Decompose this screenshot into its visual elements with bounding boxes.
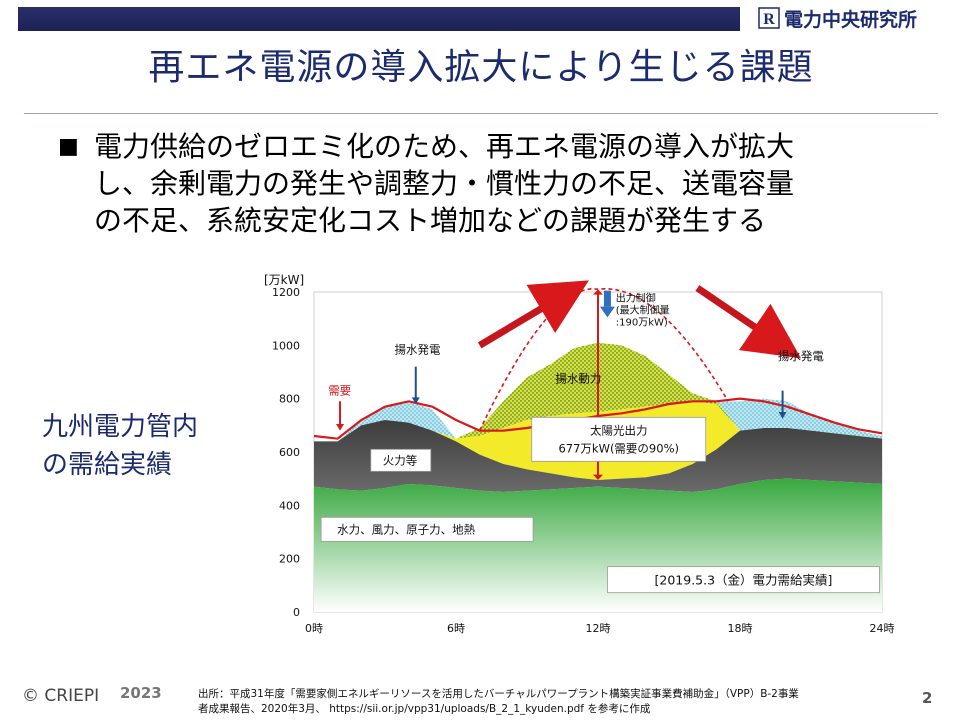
- base-label-box: [320, 516, 534, 542]
- y-tick-label: 400: [279, 499, 300, 512]
- copyright: © CRIEPI: [22, 686, 100, 706]
- rise-arrow-icon: [477, 280, 589, 349]
- area-pumped-generation: [314, 342, 882, 442]
- solar-label: 太陽光出力: [590, 423, 648, 437]
- source-line: 者成果報告、2020年3月、 https://sii.or.jp/vpp31/u…: [198, 703, 651, 715]
- chart-side-label: 九州電力管内 の需給実績: [42, 408, 262, 484]
- pumped-gen-label-left: 揚水発電: [394, 342, 440, 356]
- bullet-text: 電力供給のゼロエミ化のため、再エネ電源の導入が拡大 し、余剰電力の発生や調整力・…: [94, 128, 914, 239]
- thermal-label-box: [370, 448, 432, 472]
- curtail-label: (最大制御量: [616, 303, 670, 316]
- date-label: [2019.5.3（金）電力需給実績]: [655, 573, 833, 588]
- y-tick-label: 200: [279, 553, 300, 566]
- bullet-line: 電力供給のゼロエミ化のため、再エネ電源の導入が拡大: [94, 130, 795, 163]
- x-tick-label: 24時: [870, 622, 895, 635]
- curtail-label: 出力制御: [616, 291, 656, 304]
- fall-arrow-icon: [695, 285, 802, 359]
- y-tick-label: 1200: [272, 286, 300, 299]
- pumped-power-label: 揚水動力: [555, 372, 601, 386]
- source-citation: 出所：平成31年度「需要家側エネルギーリソースを活用したバーチャルパワープラント…: [198, 687, 858, 717]
- pointer-down-icon: [411, 397, 420, 404]
- curtail-label: :190万kW): [616, 317, 668, 328]
- criepi-logo-icon: R: [758, 7, 780, 29]
- org-mark: R: [763, 11, 775, 28]
- date-label-box: [607, 566, 880, 594]
- side-label-line: の需給実績: [42, 450, 173, 480]
- x-tick-label: 18時: [728, 622, 753, 635]
- solar-label-box: [531, 416, 707, 462]
- base-label: 水力、風力、原子力、地熱: [337, 522, 475, 536]
- bullet-square-icon: ■: [58, 134, 79, 159]
- y-tick-label: 1000: [272, 339, 300, 352]
- thermal-label: 火力等: [383, 453, 418, 467]
- demand-label: 需要: [328, 384, 351, 398]
- y-tick-label: 800: [279, 393, 300, 406]
- slide-title: 再エネ電源の導入拡大により生じる課題: [148, 47, 814, 88]
- org-name: 電力中央研究所: [784, 8, 918, 31]
- curtail-arrow-down-icon: [599, 306, 615, 318]
- solar-arrow-down-icon: [593, 474, 603, 480]
- curtail-arrow-shaft: [603, 290, 611, 307]
- title-divider: [24, 113, 938, 114]
- org-logo: R 電力中央研究所: [758, 4, 917, 32]
- solar-value-label: 677万kW(需要の90%): [558, 441, 679, 455]
- bullet-line: し、余剰電力の発生や調整力・慣性力の不足、送電容量: [94, 167, 795, 200]
- y-tick-label: 0: [293, 606, 300, 619]
- dashed-potential-curve: [478, 288, 729, 432]
- pointer-down-icon: [336, 424, 345, 431]
- bullet-line: の不足、系統安定化コスト増加などの課題が発生する: [94, 204, 767, 237]
- y-axis-label: [万kW]: [264, 273, 304, 287]
- side-label-line: 九州電力管内: [42, 412, 199, 442]
- x-tick-label: 0時: [305, 622, 323, 635]
- source-line: 出所：平成31年度「需要家側エネルギーリソースを活用したバーチャルパワープラント…: [198, 688, 799, 700]
- pointer-down-icon: [778, 412, 787, 419]
- page-number: 2: [922, 689, 933, 707]
- x-tick-label: 12時: [586, 622, 611, 635]
- x-tick-label: 6時: [447, 622, 465, 635]
- header-bar: [18, 7, 740, 31]
- solar-arrow-up-icon: [593, 289, 603, 295]
- y-tick-label: 600: [279, 446, 300, 459]
- pumped-gen-label-right: 揚水発電: [778, 349, 824, 363]
- area-thermal: [314, 420, 882, 492]
- footer-year: 2023: [120, 684, 162, 702]
